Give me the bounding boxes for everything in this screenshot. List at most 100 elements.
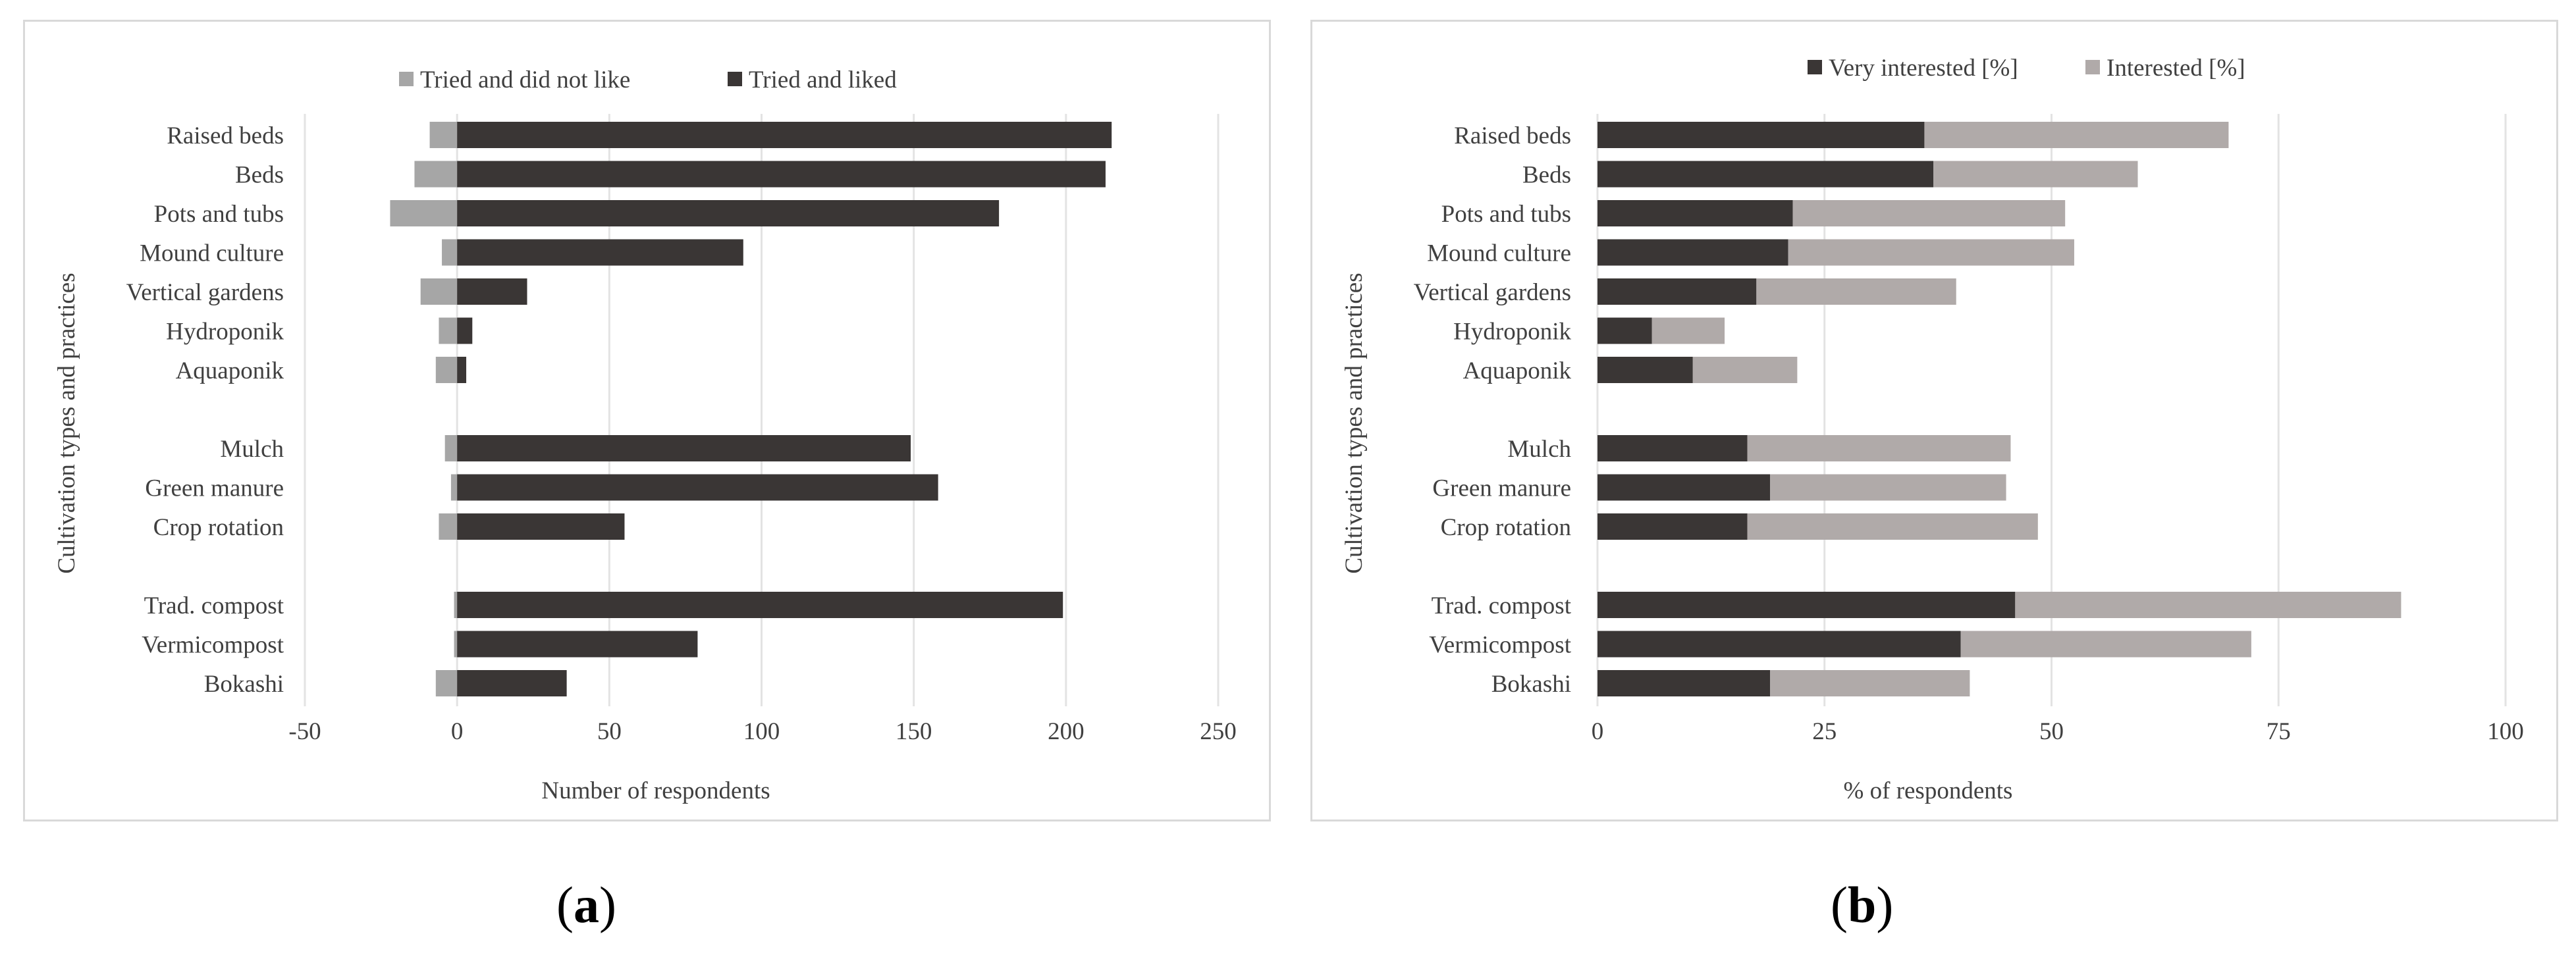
category-label: Vertical gardens bbox=[126, 279, 284, 306]
chart-panel-b: 0 25 50 75 100 Raised beds Beds Pots and tubs Mo… bbox=[1310, 20, 2558, 821]
legend-label-very-interested: Very interested [%] bbox=[1829, 55, 2018, 82]
x-axis-title: % of respondents bbox=[1844, 777, 2013, 804]
caption-a: (a) bbox=[556, 876, 616, 933]
bar-tried-and-liked-bokashi bbox=[457, 670, 567, 696]
chart-b-svg: 0 25 50 75 100 Raised beds Beds Pots and tubs Mo… bbox=[1341, 55, 2524, 804]
category-label: Crop rotation bbox=[153, 514, 284, 541]
x-axis-title: Number of respondents bbox=[541, 777, 770, 804]
x-tick-label: 25 bbox=[1812, 718, 1837, 745]
bar-tried-and-liked-hydroponik bbox=[457, 317, 473, 344]
bar-tried-and-did-not-like-mulch bbox=[444, 435, 458, 461]
category-label: Bokashi bbox=[204, 671, 284, 698]
bar-tried-and-did-not-like-crop-rotation bbox=[439, 513, 458, 540]
category-label: Aquaponik bbox=[176, 357, 284, 384]
bar-tried-and-did-not-like-hydroponik bbox=[439, 317, 458, 344]
bar-tried-and-did-not-like-aquaponik bbox=[435, 357, 458, 383]
x-tick-label: 150 bbox=[896, 718, 932, 745]
category-label: Raised beds bbox=[167, 122, 284, 149]
bar-very-interested-beds bbox=[1597, 161, 1934, 188]
bar-very-interested-pots-and-tubs bbox=[1597, 200, 1793, 226]
bar-very-interested-bokashi bbox=[1597, 670, 1771, 696]
bar-tried-and-liked-beds bbox=[457, 161, 1106, 188]
bar-tried-and-did-not-like-bokashi bbox=[435, 670, 458, 696]
category-label: Green manure bbox=[145, 475, 284, 502]
bar-tried-and-did-not-like-beds bbox=[414, 161, 458, 188]
bar-interested-green-manure bbox=[1770, 474, 2006, 501]
category-label: Vermicompost bbox=[142, 632, 284, 659]
chart-a-svg: -50 0 50 100 150 200 250 Raised beds Beds Pots an… bbox=[53, 66, 1237, 804]
category-label: Crop rotation bbox=[1441, 514, 1571, 541]
bar-interested-mulch bbox=[1747, 435, 2011, 461]
bar-very-interested-trad-compost bbox=[1597, 592, 2016, 618]
bar-tried-and-did-not-like-vermicompost bbox=[454, 631, 458, 658]
bar-interested-aquaponik bbox=[1692, 357, 1798, 383]
bar-interested-hydroponik bbox=[1651, 317, 1725, 344]
bar-tried-and-liked-vertical-gardens bbox=[457, 278, 527, 305]
bar-very-interested-green-manure bbox=[1597, 474, 1771, 501]
bar-interested-crop-rotation bbox=[1747, 513, 2038, 540]
bar-tried-and-liked-pots-and-tubs bbox=[457, 200, 1000, 226]
bar-interested-vermicompost bbox=[1960, 631, 2251, 658]
bar-tried-and-did-not-like-green-manure bbox=[450, 474, 458, 501]
x-tick-label: 200 bbox=[1048, 718, 1085, 745]
category-label: Beds bbox=[235, 162, 284, 189]
category-label: Green manure bbox=[1432, 475, 1571, 502]
category-label: Trad. compost bbox=[144, 592, 284, 619]
bar-tried-and-liked-crop-rotation bbox=[457, 513, 625, 540]
category-label: Aquaponik bbox=[1463, 357, 1572, 384]
x-tick-label: 75 bbox=[2267, 718, 2291, 745]
bar-interested-mound-culture bbox=[1788, 239, 2074, 266]
legend-label-tried-and-liked: Tried and liked bbox=[749, 66, 897, 93]
x-tick-label: 50 bbox=[597, 718, 622, 745]
bar-tried-and-liked-mulch bbox=[457, 435, 911, 461]
bar-interested-vertical-gardens bbox=[1756, 278, 1956, 305]
category-label: Hydroponik bbox=[166, 319, 284, 346]
legend-label-tried-and-did-not-like: Tried and did not like bbox=[420, 66, 630, 93]
category-label: Beds bbox=[1522, 162, 1571, 189]
bar-very-interested-mulch bbox=[1597, 435, 1748, 461]
bar-tried-and-liked-raised-beds bbox=[457, 122, 1112, 148]
category-label: Raised beds bbox=[1454, 122, 1571, 149]
x-tick-label: -50 bbox=[288, 718, 321, 745]
bar-tried-and-liked-mound-culture bbox=[457, 239, 743, 266]
x-tick-label: 0 bbox=[1592, 718, 1604, 745]
category-label: Mulch bbox=[220, 436, 284, 463]
bar-tried-and-did-not-like-trad-compost bbox=[454, 592, 458, 618]
bar-tried-and-liked-green-manure bbox=[457, 474, 938, 501]
x-tick-label: 100 bbox=[743, 718, 780, 745]
chart-panel-a: -50 0 50 100 150 200 250 Raised beds Beds Pots an… bbox=[23, 20, 1271, 821]
x-tick-label: 50 bbox=[2039, 718, 2064, 745]
x-tick-label: 250 bbox=[1200, 718, 1237, 745]
bar-interested-pots-and-tubs bbox=[1792, 200, 2066, 226]
bar-very-interested-aquaponik bbox=[1597, 357, 1693, 383]
category-label: Hydroponik bbox=[1453, 319, 1571, 346]
bar-interested-bokashi bbox=[1770, 670, 1970, 696]
legend-swatch-very-interested bbox=[1808, 60, 1822, 74]
bar-very-interested-hydroponik bbox=[1597, 317, 1652, 344]
legend-swatch-tried-and-liked bbox=[728, 72, 742, 86]
caption-b: (b) bbox=[1831, 876, 1894, 933]
x-tick-label: 0 bbox=[451, 718, 464, 745]
y-axis-title: Cultivation types and practices bbox=[53, 273, 80, 573]
category-label: Mound culture bbox=[140, 240, 284, 267]
category-label: Bokashi bbox=[1491, 671, 1571, 698]
bar-very-interested-crop-rotation bbox=[1597, 513, 1748, 540]
y-axis-title: Cultivation types and practices bbox=[1341, 273, 1368, 573]
legend-swatch-tried-and-did-not-like bbox=[399, 72, 414, 86]
bar-very-interested-vermicompost bbox=[1597, 631, 1961, 658]
category-label: Trad. compost bbox=[1432, 592, 1572, 619]
bar-tried-and-did-not-like-vertical-gardens bbox=[420, 278, 458, 305]
category-label: Mound culture bbox=[1427, 240, 1571, 267]
category-label: Mulch bbox=[1507, 436, 1571, 463]
bar-very-interested-mound-culture bbox=[1597, 239, 1788, 266]
bar-tried-and-liked-trad-compost bbox=[457, 592, 1063, 618]
category-label: Pots and tubs bbox=[154, 201, 284, 228]
category-label: Vertical gardens bbox=[1414, 279, 1571, 306]
bar-interested-raised-beds bbox=[1924, 122, 2229, 148]
legend-label-interested: Interested [%] bbox=[2106, 55, 2245, 82]
bar-very-interested-raised-beds bbox=[1597, 122, 1925, 148]
bar-tried-and-did-not-like-pots-and-tubs bbox=[390, 200, 458, 226]
legend-swatch-interested bbox=[2085, 60, 2100, 74]
bar-interested-trad-compost bbox=[2015, 592, 2402, 618]
category-label: Vermicompost bbox=[1429, 632, 1572, 659]
